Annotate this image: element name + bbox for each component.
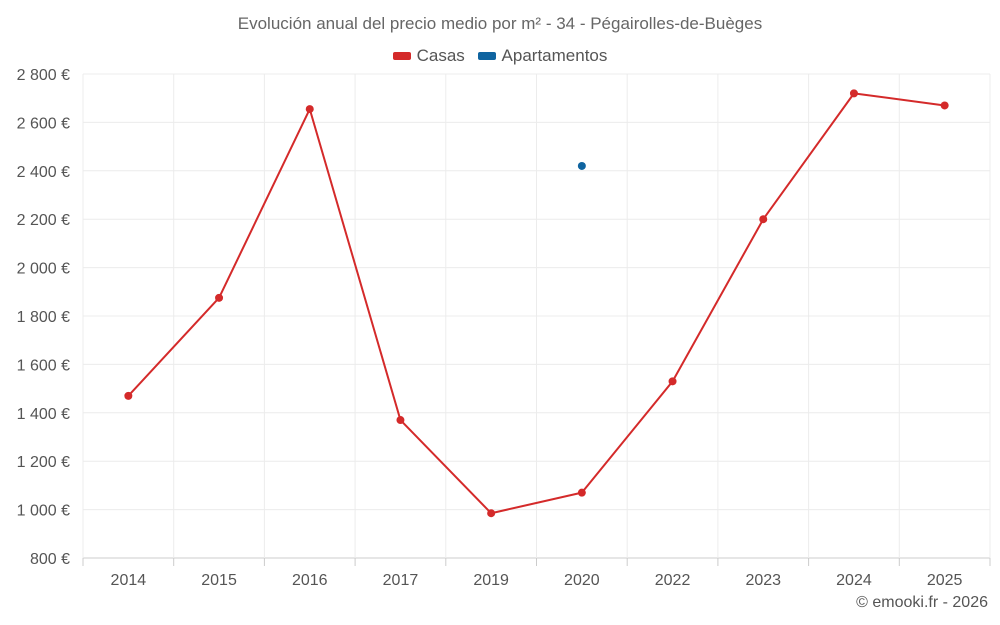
- legend-swatch-apartamentos: [477, 52, 496, 60]
- data-point-casas: [396, 416, 405, 425]
- y-tick-label: 2 600 €: [17, 115, 70, 132]
- series-line-casas: [127, 92, 945, 515]
- y-tick-label: 1 600 €: [17, 357, 70, 374]
- copyright-credit: © emooki.fr - 2026: [856, 594, 988, 611]
- legend: Casas Apartamentos: [0, 45, 1000, 66]
- x-tick-label: 2024: [836, 572, 872, 589]
- legend-item-casas[interactable]: Casas: [392, 46, 465, 66]
- y-tick-label: 800 €: [30, 551, 70, 568]
- x-tick-label: 2014: [111, 572, 147, 589]
- x-tick-label: 2017: [383, 572, 419, 589]
- y-tick-label: 1 800 €: [17, 309, 70, 326]
- legend-swatch-casas: [392, 52, 411, 60]
- legend-label-casas: Casas: [416, 46, 465, 65]
- legend-label-apartamentos: Apartamentos: [501, 46, 608, 65]
- y-tick-label: 1 400 €: [17, 406, 70, 423]
- y-axis: 800 € 1 000 € 1 200 € 1 400 € 1 600 € 1 800 €…: [17, 67, 70, 568]
- y-tick-label: 1 200 €: [17, 454, 70, 471]
- x-tick-label: 2016: [292, 572, 328, 589]
- x-tick-label: 2023: [745, 572, 781, 589]
- data-point-casas: [124, 391, 133, 400]
- x-axis: 2014 2015 2016 2017 2019 2020 2022 2023 2024 2025: [82, 558, 991, 589]
- grid-lines: [82, 73, 991, 559]
- y-tick-label: 2 200 €: [17, 212, 70, 229]
- x-tick-label: 2015: [201, 572, 237, 589]
- chart-title: Evolución anual del precio medio por m² …: [237, 14, 763, 33]
- data-point-casas: [940, 101, 949, 110]
- series-layer: [124, 89, 949, 518]
- data-point-casas: [487, 509, 496, 518]
- x-tick-label: 2025: [927, 572, 963, 589]
- y-tick-label: 2 800 €: [17, 67, 70, 84]
- data-point-casas: [668, 377, 677, 386]
- data-point-apartamentos: [577, 161, 586, 170]
- data-point-casas: [215, 293, 224, 302]
- data-point-casas: [577, 488, 586, 497]
- x-tick-label: 2022: [655, 572, 691, 589]
- x-tick-label: 2020: [564, 572, 600, 589]
- y-tick-label: 1 000 €: [17, 503, 70, 520]
- legend-item-apartamentos[interactable]: Apartamentos: [477, 46, 608, 66]
- data-point-casas: [305, 105, 314, 114]
- data-point-casas: [849, 89, 858, 98]
- x-tick-label: 2019: [473, 572, 509, 589]
- data-point-casas: [759, 215, 768, 224]
- y-tick-label: 2 400 €: [17, 164, 70, 181]
- y-tick-label: 2 000 €: [17, 261, 70, 278]
